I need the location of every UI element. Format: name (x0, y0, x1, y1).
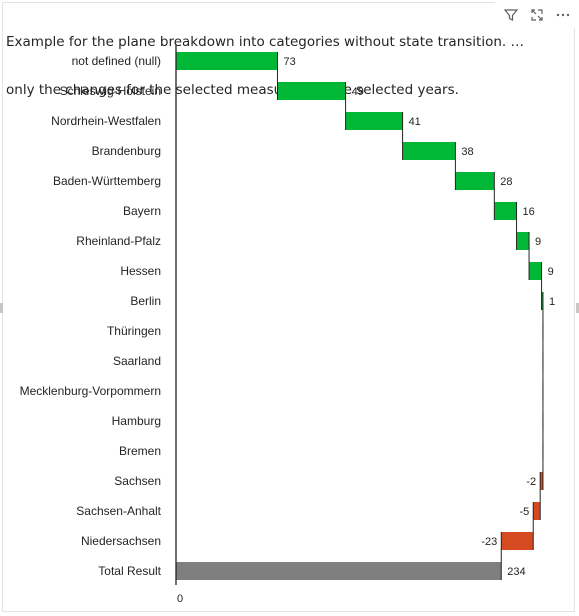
bar-hessen[interactable] (529, 262, 542, 280)
category-label-nordrhein-westfalen: Nordrhein-Westfalen (51, 114, 161, 128)
bar-not-defined-null[interactable] (176, 52, 278, 70)
bar-berlin[interactable] (541, 292, 544, 310)
bar-brandenburg[interactable] (402, 142, 456, 160)
value-label-hessen: 9 (548, 266, 554, 278)
visual-title: Example for the plane breakdown into cat… (6, 2, 566, 114)
value-label-nordrhein-westfalen: 41 (409, 116, 421, 128)
category-label-bayern: Bayern (123, 204, 161, 218)
resize-handle-left[interactable] (0, 303, 3, 313)
value-label-total-result: 234 (507, 566, 525, 578)
value-label-niedersachsen: -23 (481, 536, 497, 548)
category-label-niedersachsen: Niedersachsen (81, 534, 161, 548)
category-label-not-defined-null: not defined (null) (72, 54, 161, 68)
category-label-bremen: Bremen (119, 444, 161, 458)
category-label-hamburg: Hamburg (112, 414, 161, 428)
category-label-sachsen: Sachsen (114, 474, 161, 488)
x-tick-label: 0 (177, 593, 183, 605)
category-label-th-ringen: Thüringen (107, 324, 161, 338)
focus-mode-icon[interactable] (525, 3, 549, 27)
category-label-saarland: Saarland (113, 354, 161, 368)
filter-icon[interactable] (499, 3, 523, 27)
value-label-rheinland-pfalz: 9 (535, 236, 541, 248)
bar-niedersachsen[interactable] (501, 532, 534, 550)
bar-baden-w-rttemberg[interactable] (455, 172, 495, 190)
value-label-schleswig-holstein: 49 (352, 86, 364, 98)
value-label-not-defined-null: 73 (283, 56, 295, 68)
category-label-mecklenburg-vorpommern: Mecklenburg-Vorpommern (20, 384, 161, 398)
bar-schleswig-holstein[interactable] (277, 82, 346, 100)
bar-total-result[interactable] (176, 562, 502, 580)
visual-header-toolbar (495, 2, 575, 28)
value-label-berlin: 1 (549, 296, 555, 308)
category-label-hessen: Hessen (120, 264, 161, 278)
more-options-icon[interactable] (551, 3, 575, 27)
bar-rheinland-pfalz[interactable] (516, 232, 530, 250)
visual-title-line-1: Example for the plane breakdown into cat… (6, 34, 524, 50)
category-label-sachsen-anhalt: Sachsen-Anhalt (76, 504, 161, 518)
bar-bayern[interactable] (494, 202, 517, 220)
value-label-baden-w-rttemberg: 28 (500, 176, 512, 188)
category-label-brandenburg: Brandenburg (92, 144, 161, 158)
resize-handle-right[interactable] (576, 303, 579, 313)
category-label-berlin: Berlin (130, 294, 161, 308)
value-label-sachsen-anhalt: -5 (519, 506, 529, 518)
category-label-rheinland-pfalz: Rheinland-Pfalz (76, 234, 161, 248)
value-label-brandenburg: 38 (461, 146, 473, 158)
bar-sachsen[interactable] (540, 472, 543, 490)
value-label-bayern: 16 (523, 206, 535, 218)
bar-nordrhein-westfalen[interactable] (345, 112, 403, 130)
bar-sachsen-anhalt[interactable] (533, 502, 541, 520)
category-label-schleswig-holstein: Schleswig-Holstein (60, 84, 161, 98)
category-label-total-result: Total Result (98, 564, 161, 578)
category-label-baden-w-rttemberg: Baden-Württemberg (53, 174, 161, 188)
value-label-sachsen: -2 (526, 476, 536, 488)
